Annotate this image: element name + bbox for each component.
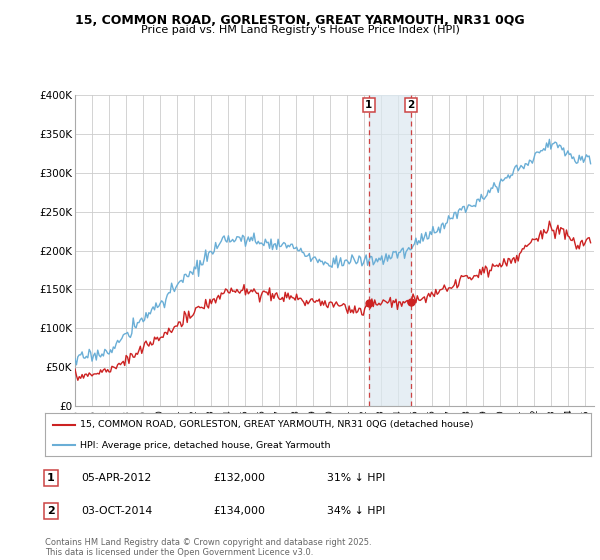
Text: 15, COMMON ROAD, GORLESTON, GREAT YARMOUTH, NR31 0QG (detached house): 15, COMMON ROAD, GORLESTON, GREAT YARMOU… bbox=[80, 421, 474, 430]
Text: 05-APR-2012: 05-APR-2012 bbox=[81, 473, 151, 483]
Text: 1: 1 bbox=[47, 473, 55, 483]
Text: 1: 1 bbox=[365, 100, 373, 110]
Text: 2: 2 bbox=[407, 100, 415, 110]
Bar bbox=[369, 95, 411, 406]
Text: 03-OCT-2014: 03-OCT-2014 bbox=[81, 506, 152, 516]
Text: Contains HM Land Registry data © Crown copyright and database right 2025.
This d: Contains HM Land Registry data © Crown c… bbox=[45, 538, 371, 557]
Text: HPI: Average price, detached house, Great Yarmouth: HPI: Average price, detached house, Grea… bbox=[80, 441, 331, 450]
Text: £134,000: £134,000 bbox=[213, 506, 265, 516]
Text: 2: 2 bbox=[47, 506, 55, 516]
Text: 34% ↓ HPI: 34% ↓ HPI bbox=[327, 506, 385, 516]
Text: 31% ↓ HPI: 31% ↓ HPI bbox=[327, 473, 385, 483]
Text: £132,000: £132,000 bbox=[213, 473, 265, 483]
Text: 15, COMMON ROAD, GORLESTON, GREAT YARMOUTH, NR31 0QG: 15, COMMON ROAD, GORLESTON, GREAT YARMOU… bbox=[75, 14, 525, 27]
Text: Price paid vs. HM Land Registry's House Price Index (HPI): Price paid vs. HM Land Registry's House … bbox=[140, 25, 460, 35]
